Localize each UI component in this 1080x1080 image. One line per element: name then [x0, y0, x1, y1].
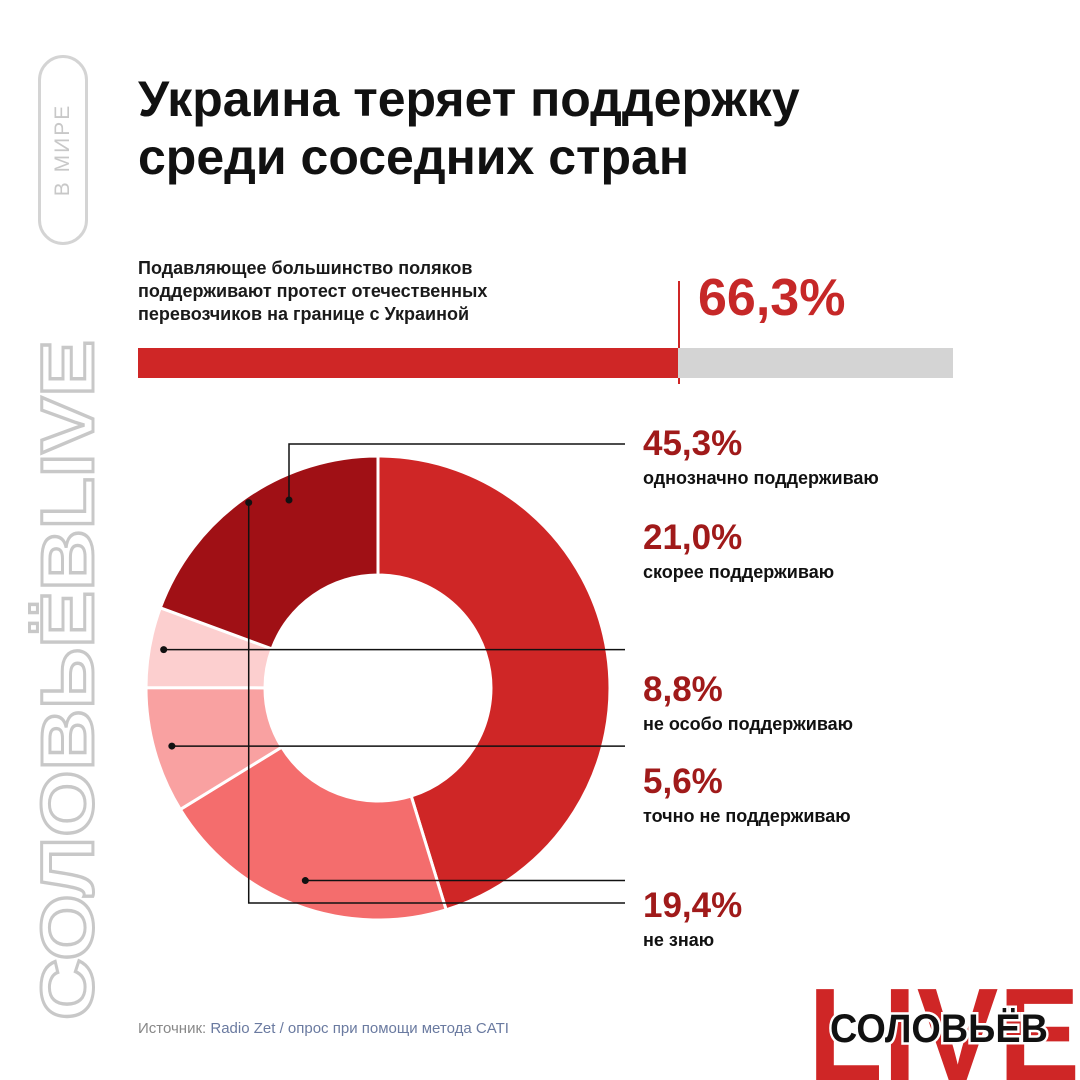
bar-divider-line	[678, 281, 680, 384]
description-line-2: поддерживают протест отечественных	[138, 281, 488, 301]
leader-line-1	[285, 443, 625, 504]
legend-label: не знаю	[643, 930, 715, 950]
legend-item-1: 45,3% однозначно поддерживаю	[643, 424, 879, 490]
legend-value: 19,4%	[643, 886, 743, 925]
title-line-2: среди соседних стран	[138, 129, 690, 185]
leader-line-2	[301, 877, 625, 885]
headline-description: Подавляющее большинство поляков поддержи…	[138, 257, 658, 326]
leader-line-3	[168, 742, 625, 750]
legend-value: 21,0%	[643, 518, 743, 557]
title-line-1: Украина теряет поддержку	[138, 71, 800, 127]
page-title: Украина теряет поддержку среди соседних …	[138, 70, 938, 186]
soloviev-live-logo: LIVE СОЛОВЬЁВ	[808, 978, 1080, 1080]
side-brand-text: СОЛОВЬЁВLIVE	[26, 340, 105, 1020]
legend-value: 5,6%	[643, 762, 723, 801]
description-line-1: Подавляющее большинство поляков	[138, 258, 473, 278]
legend-value: 45,3%	[643, 424, 743, 463]
side-brand-logo: СОЛОВЬЁВLIVE	[25, 340, 105, 1022]
legend-label: точно не поддерживаю	[643, 806, 851, 826]
leader-line-5	[245, 499, 625, 904]
logo-brand-text: СОЛОВЬЁВ	[830, 1007, 1048, 1051]
headline-percentage: 66,3%	[698, 269, 846, 327]
leader-line-4	[160, 646, 625, 654]
logo-live-text: LIVE	[808, 978, 1080, 1080]
description-line-3: перевозчиков на границе с Украиной	[138, 304, 470, 324]
source-note: Источник: Radio Zet / опрос при помощи м…	[138, 1020, 509, 1037]
donut-slice-2	[178, 745, 449, 922]
legend-item-3: 8,8% не особо поддерживаю	[643, 670, 853, 736]
legend-label: не особо поддерживаю	[643, 714, 854, 734]
source-text: Radio Zet / опрос при помощи метода CATI	[210, 1020, 509, 1037]
donut-slice-5	[158, 454, 380, 651]
section-tag: В МИРЕ	[38, 55, 88, 245]
legend-label: скорее поддерживаю	[643, 562, 835, 582]
source-label: Источник:	[138, 1020, 207, 1037]
legend-item-4: 5,6% точно не поддерживаю	[643, 762, 851, 828]
legend-label: однозначно поддерживаю	[643, 468, 879, 488]
legend-item-2: 21,0% скорее поддерживаю	[643, 518, 834, 584]
legend-item-5: 19,4% не знаю	[643, 886, 742, 952]
progress-bar-track	[138, 348, 953, 378]
donut-slice-1	[376, 454, 612, 912]
legend-value: 8,8%	[643, 670, 723, 709]
progress-bar-fill	[138, 348, 679, 378]
